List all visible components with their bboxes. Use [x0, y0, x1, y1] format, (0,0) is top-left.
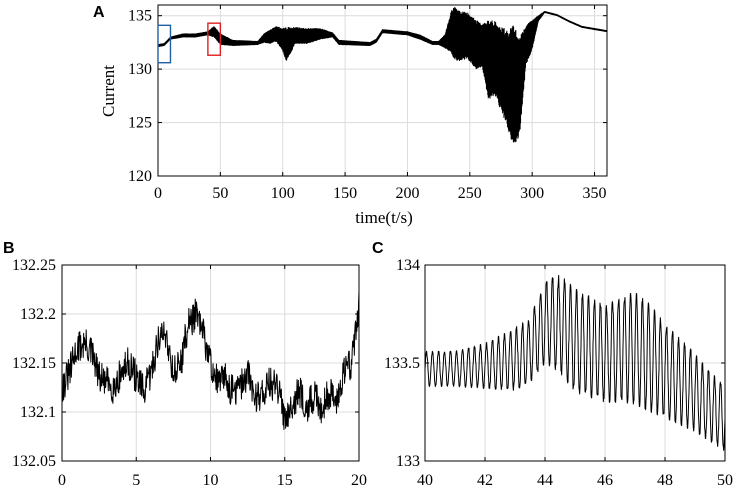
- y-tick-label: 135: [128, 8, 152, 25]
- zoom-box-b: [157, 24, 172, 64]
- panel-label: C: [372, 240, 384, 257]
- x-tick-label: 150: [333, 185, 357, 202]
- x-tick-label: 300: [520, 185, 544, 202]
- y-tick-label: 132.1: [20, 404, 56, 421]
- y-tick-label: 132.2: [20, 306, 56, 323]
- y-tick-label: 134: [396, 257, 420, 274]
- y-axis-label: Current: [99, 65, 118, 117]
- y-tick-label: 133: [396, 453, 420, 470]
- x-tick-label: 44: [537, 472, 553, 489]
- x-axis-label: time(t/s): [355, 208, 413, 227]
- panel-a: 0 50 100 150 200 250 300 350 120 125 130 135 Atime(t…: [93, 4, 608, 227]
- panel-c: 40 42 44 46 48 50 133 133.5 134 C: [372, 240, 733, 489]
- y-tick-label: 125: [128, 115, 152, 132]
- panel-b: 0 5 10 15 20 132.05 132.1 132.15 132.2 132.25B: [3, 240, 367, 489]
- x-tick-label: 100: [271, 185, 295, 202]
- axes-frame: [157, 4, 608, 177]
- plot-area: [425, 274, 725, 451]
- zoom-box-c: [207, 22, 222, 56]
- current-trace: [425, 274, 725, 451]
- x-tick-label: 0: [58, 472, 66, 489]
- x-tick-label: 250: [458, 185, 482, 202]
- x-tick-label: 48: [657, 472, 673, 489]
- y-tick-label: 130: [128, 61, 152, 78]
- x-tick-label: 46: [597, 472, 613, 489]
- y-tick-label: 132.25: [12, 257, 56, 274]
- plot-area: [158, 7, 607, 143]
- x-tick-label: 40: [417, 472, 433, 489]
- current-trace: [158, 7, 607, 143]
- y-tick-label: 132.15: [12, 355, 56, 372]
- current-trace: [62, 291, 359, 431]
- y-tick-label: 133.5: [384, 355, 420, 372]
- x-tick-label: 10: [203, 472, 219, 489]
- plot-area: [62, 291, 359, 431]
- x-tick-label: 0: [154, 185, 162, 202]
- x-tick-label: 15: [277, 472, 293, 489]
- panel-label: A: [93, 4, 105, 21]
- x-tick-label: 42: [477, 472, 493, 489]
- x-tick-label: 200: [395, 185, 419, 202]
- x-tick-label: 350: [583, 185, 607, 202]
- panel-label: B: [3, 240, 15, 257]
- x-tick-label: 5: [132, 472, 140, 489]
- x-tick-label: 20: [351, 472, 367, 489]
- y-tick-label: 120: [128, 168, 152, 185]
- x-tick-label: 50: [717, 472, 733, 489]
- x-tick-label: 50: [212, 185, 228, 202]
- y-tick-label: 132.05: [12, 453, 56, 470]
